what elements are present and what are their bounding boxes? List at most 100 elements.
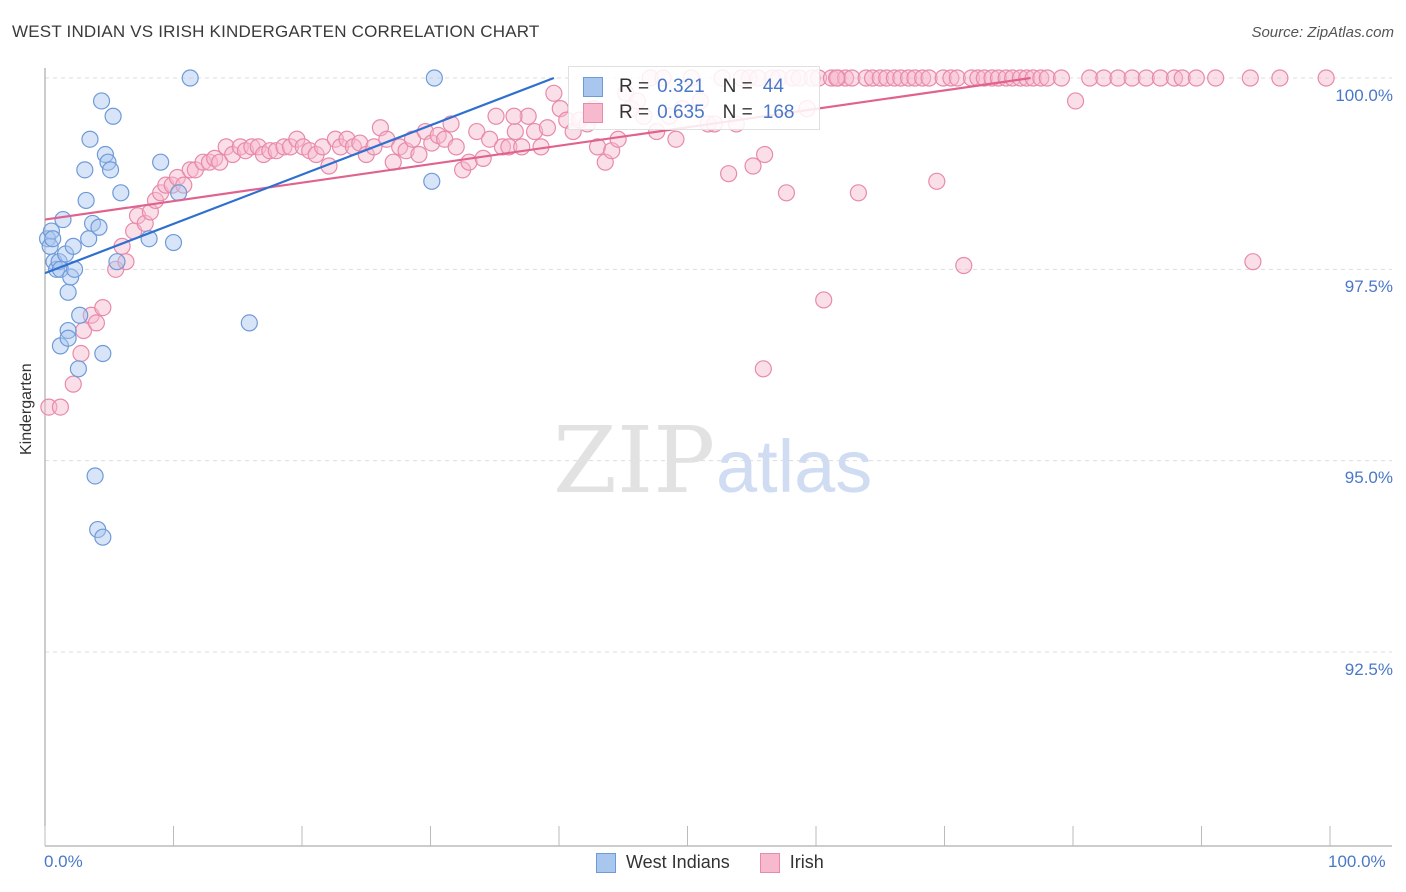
irish-point: [1241, 69, 1259, 87]
n-label: N =: [722, 76, 753, 97]
irish-point: [1123, 69, 1141, 87]
irish-point: [410, 145, 428, 164]
irish-point: [261, 142, 279, 160]
irish-point: [545, 84, 563, 102]
n-label: N =: [722, 102, 753, 123]
irish-points: [40, 69, 1335, 416]
n-value: 44: [762, 76, 784, 97]
west-indians-point: [104, 107, 122, 125]
y-tick-97-5: 97.5%: [1344, 277, 1393, 296]
west-indians-point: [54, 210, 72, 229]
irish-point: [1151, 69, 1169, 87]
irish-point: [720, 165, 738, 183]
legend-item-west-indians[interactable]: West Indians: [596, 852, 730, 873]
r-label: R =: [619, 76, 650, 97]
irish-point: [609, 130, 627, 148]
west-indians-point: [112, 184, 130, 202]
irish-point: [914, 69, 932, 87]
irish-point: [313, 138, 332, 156]
west-indians-point: [181, 69, 199, 87]
pink-swatch: [759, 852, 780, 873]
west-indians-trendline: [44, 76, 555, 275]
irish-point: [481, 130, 499, 148]
irish-point: [487, 107, 505, 125]
r-value: 0.635: [657, 102, 705, 123]
west-indians-point: [101, 161, 120, 179]
irish-point: [667, 130, 685, 148]
irish-point: [849, 184, 868, 202]
irish-point: [871, 69, 889, 87]
legend-item-irish[interactable]: Irish: [759, 852, 824, 873]
irish-point: [500, 138, 518, 156]
r-label: R =: [619, 102, 650, 123]
legend-label-irish: Irish: [789, 852, 824, 872]
irish-trendline: [44, 76, 1031, 221]
irish-point: [822, 69, 841, 87]
irish-point: [827, 69, 846, 87]
irish-point: [885, 69, 903, 87]
irish-point: [460, 153, 478, 171]
legend-label-west-indians: West Indians: [626, 852, 730, 872]
pink-swatch: [583, 103, 603, 123]
irish-point: [928, 172, 946, 190]
irish-point: [117, 253, 135, 271]
blue-swatch: [583, 77, 603, 97]
irish-point: [899, 69, 918, 87]
irish-point: [64, 375, 82, 393]
west-indians-point: [423, 172, 441, 190]
x-tick-min: 0.0%: [44, 852, 83, 871]
y-tick-92-5: 92.5%: [1344, 660, 1393, 679]
west-indians-point: [92, 92, 111, 110]
irish-point: [755, 145, 774, 164]
irish-point: [1317, 69, 1335, 87]
irish-point: [836, 69, 855, 87]
west-indians-point: [152, 153, 170, 171]
west-indians-point: [86, 467, 104, 485]
r-value: 0.321: [657, 76, 705, 97]
west-indians-point: [64, 237, 82, 255]
irish-point: [1066, 92, 1085, 110]
irish-point: [525, 122, 544, 141]
west-indians-point: [108, 253, 126, 271]
series-legend: West Indians Irish: [596, 852, 854, 873]
irish-point: [72, 344, 90, 363]
irish-point: [955, 256, 973, 275]
west-indians-point: [240, 314, 258, 332]
irish-point: [51, 398, 70, 416]
watermark-zip: ZIP: [553, 407, 715, 514]
y-tick-95: 95.0%: [1344, 468, 1393, 487]
y-axis-title: Kindergarten: [18, 363, 35, 455]
irish-point: [588, 138, 607, 156]
irish-point: [1038, 69, 1056, 87]
source-label: Source: ZipAtlas.com: [1251, 24, 1394, 41]
west-indians-point: [69, 360, 88, 378]
irish-point: [506, 122, 524, 141]
irish-point: [1244, 253, 1262, 271]
irish-point: [447, 138, 465, 156]
n-value: 168: [762, 102, 795, 123]
irish-point: [505, 107, 523, 125]
y-tick-100: 100.0%: [1335, 86, 1393, 105]
west-indians-point: [71, 306, 89, 324]
west-indians-point: [44, 230, 62, 248]
west-indians-point: [76, 161, 94, 179]
irish-point: [942, 69, 960, 87]
irish-point: [538, 119, 557, 137]
irish-point: [744, 157, 762, 175]
irish-point: [1032, 69, 1050, 87]
irish-point: [1207, 69, 1225, 87]
west-indians-point: [81, 130, 99, 148]
west-indians-point: [59, 329, 77, 347]
irish-point: [275, 138, 293, 156]
irish-point: [1109, 69, 1127, 87]
watermark-atlas: atlas: [716, 425, 872, 508]
irish-point: [1137, 69, 1155, 87]
irish-point: [920, 69, 938, 87]
irish-point: [1081, 69, 1099, 87]
stats-row-west-indians: R = 0.321 N = 44: [583, 75, 784, 99]
irish-point: [267, 142, 285, 160]
axes: [44, 68, 1392, 847]
west-indians-point: [94, 528, 112, 546]
x-tick-max: 100.0%: [1328, 852, 1386, 871]
